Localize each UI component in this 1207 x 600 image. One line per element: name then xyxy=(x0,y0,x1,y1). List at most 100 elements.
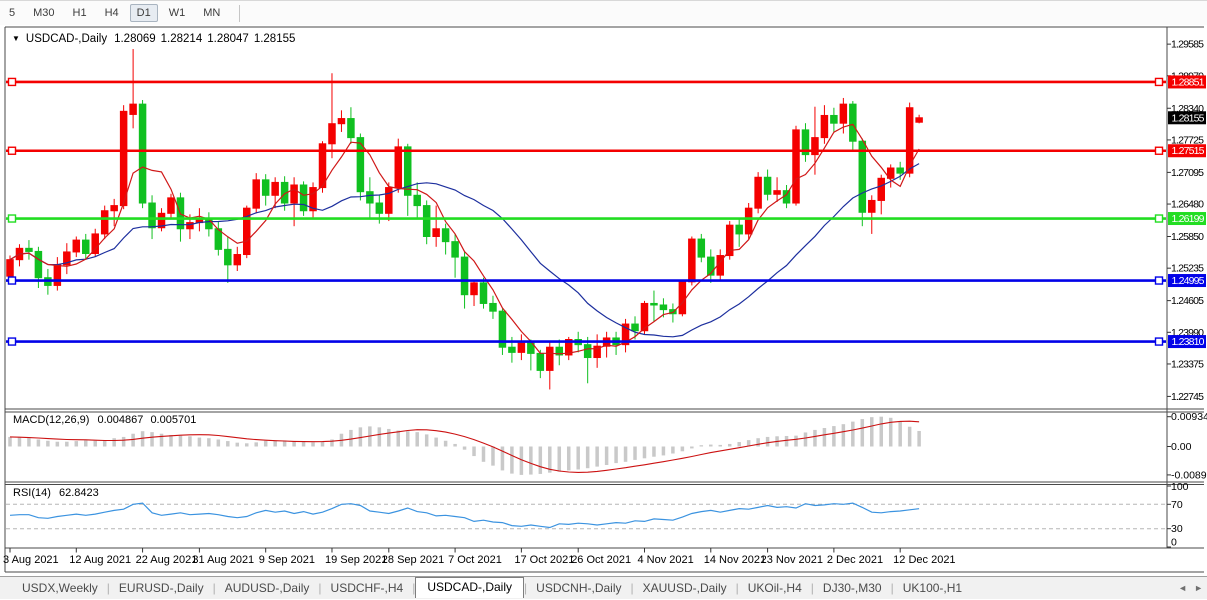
symbol-tab-eurusddaily[interactable]: EURUSD-,Daily xyxy=(118,581,204,595)
macd-histogram-bar xyxy=(595,446,599,467)
symbol-tab-usdcnhdaily[interactable]: USDCNH-,Daily xyxy=(536,581,622,595)
timeframe-button-mn[interactable]: MN xyxy=(203,7,221,19)
macd-histogram-bar xyxy=(55,441,60,447)
macd-histogram-bar xyxy=(481,446,486,462)
symbol-tab-usdcaddaily[interactable]: USDCAD-,Daily xyxy=(415,577,525,598)
candle-body xyxy=(243,207,251,256)
candle-body xyxy=(905,107,914,174)
tab-separator: | xyxy=(810,581,814,595)
candle-body xyxy=(536,352,545,371)
hline-handle[interactable] xyxy=(7,214,17,223)
hline-handle[interactable] xyxy=(1154,276,1164,285)
candle xyxy=(138,100,147,209)
macd-histogram-bar xyxy=(690,446,694,449)
macd-histogram-bar xyxy=(424,434,429,447)
macd-histogram-bar xyxy=(93,440,97,447)
hline-handle[interactable] xyxy=(1154,77,1164,87)
horizontal-line-1.27515[interactable]: 1.27515 xyxy=(6,144,1206,158)
candle-body xyxy=(489,302,497,312)
candle-body xyxy=(167,197,175,214)
date-label: 28 Sep 2021 xyxy=(382,554,444,566)
candle xyxy=(271,177,279,209)
candle-body xyxy=(546,346,554,371)
macd-histogram-bar xyxy=(102,440,107,447)
macd-histogram-bar xyxy=(320,442,325,447)
tab-scroll-right-icon[interactable]: ► xyxy=(1194,583,1203,593)
timeframe-toolbar: 5 M30 H1 H4 D1 W1 MN xyxy=(0,0,1207,25)
hline-handle[interactable] xyxy=(1154,146,1164,155)
horizontal-line-1.24995[interactable]: 1.24995 xyxy=(6,274,1206,288)
symbol-tab-ukoilh4[interactable]: UKOil-,H4 xyxy=(747,581,802,595)
rsi-axis-label: 100 xyxy=(1171,481,1189,493)
timeframe-button-d1[interactable]: D1 xyxy=(129,4,158,22)
macd-histogram-bar xyxy=(36,439,41,447)
horizontal-line-1.28851[interactable]: 1.28851 xyxy=(6,75,1206,89)
macd-histogram-bar xyxy=(623,446,628,462)
tab-separator: | xyxy=(890,581,894,595)
candle xyxy=(82,233,90,260)
candle xyxy=(546,342,554,390)
candle-body xyxy=(555,346,564,356)
hline-handle[interactable] xyxy=(1154,337,1164,346)
price-tick-label: 1.22745 xyxy=(1171,391,1204,403)
rsi-line xyxy=(9,502,920,529)
symbol-tab-audusddaily[interactable]: AUDUSD-,Daily xyxy=(224,581,310,595)
macd-histogram-bar xyxy=(17,437,22,447)
macd-histogram-bar xyxy=(8,436,12,447)
candle-body xyxy=(403,146,412,196)
price-tick-label: 1.27725 xyxy=(1171,134,1204,146)
hline-handle[interactable] xyxy=(7,77,17,87)
candle-body xyxy=(479,282,488,304)
candle xyxy=(915,114,923,124)
candle-body xyxy=(839,103,848,124)
macd-histogram-bar xyxy=(415,432,419,447)
macd-histogram-bar xyxy=(633,446,637,460)
candle xyxy=(309,182,317,218)
candle xyxy=(328,73,336,159)
symbol-tab-usdchfh4[interactable]: USDCHF-,H4 xyxy=(330,581,404,595)
hline-handle[interactable] xyxy=(7,146,17,155)
timeframe-button-w1[interactable]: W1 xyxy=(168,7,186,19)
date-label: 19 Sep 2021 xyxy=(325,554,387,566)
candle-body xyxy=(754,176,762,209)
collapse-arrow-icon[interactable]: ▼ xyxy=(12,34,20,43)
candle xyxy=(754,172,762,214)
horizontal-line-1.26199[interactable]: 1.26199 xyxy=(6,212,1206,226)
hline-handle[interactable] xyxy=(1154,214,1164,223)
candle xyxy=(403,143,412,216)
date-label: 22 Aug 2021 xyxy=(136,554,198,566)
timeframe-button-m30[interactable]: M30 xyxy=(33,7,55,19)
macd-histogram-bar xyxy=(851,421,855,447)
macd-histogram-bar xyxy=(699,445,704,447)
candle xyxy=(148,195,156,240)
timeframe-button-5[interactable]: 5 xyxy=(9,7,16,19)
candle-body xyxy=(318,143,327,189)
timeframe-button-h1[interactable]: H1 xyxy=(72,7,87,19)
macd-histogram-bar xyxy=(510,446,514,474)
ohlc-low-value: 1.28047 xyxy=(207,33,249,45)
macd-histogram-bar xyxy=(680,446,685,452)
chart-background[interactable] xyxy=(5,27,1204,572)
timeframe-button-h4[interactable]: H4 xyxy=(104,7,119,19)
symbol-tab-uk100h1[interactable]: UK100-,H1 xyxy=(902,581,963,595)
candle-body xyxy=(271,181,279,196)
tab-scroll-left-icon[interactable]: ◄ xyxy=(1178,583,1188,593)
macd-histogram-bar xyxy=(207,438,211,447)
candle xyxy=(413,182,421,219)
macd-histogram-bar xyxy=(727,443,732,447)
tab-scroll-arrows: ◄ ► xyxy=(1178,583,1203,593)
symbol-tab-xauusddaily[interactable]: XAUUSD-,Daily xyxy=(642,581,727,595)
candle xyxy=(470,280,478,307)
symbol-tab-dj30m30[interactable]: DJ30-,M30 xyxy=(822,581,882,595)
candle-body xyxy=(25,247,33,252)
macd-histogram-bar xyxy=(822,427,827,447)
candle-body xyxy=(470,282,478,296)
candle xyxy=(252,173,260,214)
hline-handle[interactable] xyxy=(7,337,17,346)
tabs-container: USDX,Weekly | EURUSD-,Daily | AUDUSD-,Daily |… xyxy=(13,577,971,598)
horizontal-line-1.23810[interactable]: 1.23810 xyxy=(6,335,1206,349)
hline-handle[interactable] xyxy=(7,276,17,285)
symbol-tab-usdxweekly[interactable]: USDX,Weekly xyxy=(22,581,98,595)
candle-body xyxy=(224,248,232,266)
